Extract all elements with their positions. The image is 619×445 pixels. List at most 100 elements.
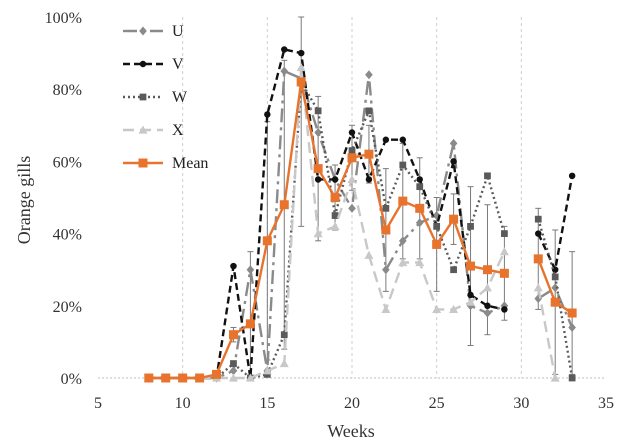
data-point-mean	[482, 265, 492, 275]
data-point-mean	[381, 225, 391, 235]
series-w	[145, 78, 576, 382]
data-point-mean	[279, 200, 289, 210]
data-point-x	[482, 283, 492, 292]
data-point-u	[398, 236, 407, 246]
data-point-w	[399, 161, 407, 169]
data-point-mean	[195, 373, 205, 383]
x-tick-label: 10	[175, 395, 191, 412]
data-point-w	[314, 107, 322, 115]
data-point-mean	[415, 203, 425, 213]
x-tick-label: 35	[598, 395, 614, 412]
legend-marker-u	[139, 26, 147, 36]
data-point-u	[246, 265, 255, 275]
legend-label-v: V	[172, 56, 184, 73]
data-point-v	[484, 302, 491, 310]
series-line-x	[537, 287, 557, 379]
data-point-mean	[398, 196, 408, 206]
data-point-v	[568, 172, 576, 180]
data-point-mean	[466, 261, 476, 271]
data-point-w	[484, 172, 491, 180]
data-point-mean	[245, 319, 255, 329]
data-point-w	[365, 107, 373, 115]
data-point-u	[534, 294, 543, 304]
data-point-mean	[296, 77, 306, 87]
y-tick-label: 100%	[45, 10, 82, 27]
series-line-x	[148, 66, 506, 380]
series-line-v	[148, 48, 505, 380]
data-point-v	[331, 176, 339, 183]
data-point-v	[365, 176, 373, 183]
data-point-u	[348, 203, 356, 213]
legend-label-w: W	[172, 89, 188, 106]
data-point-v	[450, 158, 457, 165]
data-point-v	[264, 111, 271, 118]
data-point-u	[280, 66, 289, 76]
data-point-w	[230, 360, 237, 367]
series-mean	[144, 77, 577, 383]
x-tick-label: 20	[344, 395, 360, 412]
data-point-x	[381, 304, 391, 314]
data-point-mean	[212, 369, 222, 379]
data-point-w	[501, 230, 508, 237]
data-point-u	[382, 265, 390, 275]
data-point-mean	[550, 297, 560, 307]
data-point-v	[314, 176, 322, 183]
y-tick-label: 60%	[53, 154, 82, 171]
series-line-mean	[148, 80, 505, 380]
data-point-w	[450, 266, 457, 274]
x-axis-title: Weeks	[327, 421, 375, 441]
data-point-mean	[330, 193, 340, 202]
data-point-v	[281, 46, 288, 53]
data-point-mean	[313, 164, 323, 174]
data-point-x	[432, 304, 442, 314]
x-tick-label: 15	[259, 395, 275, 412]
legend-label-mean: Mean	[172, 155, 208, 172]
data-point-mean	[228, 330, 238, 340]
data-point-x	[262, 366, 272, 375]
legend-item-mean: Mean	[123, 155, 208, 172]
data-point-v	[230, 262, 237, 270]
data-point-mean	[533, 254, 543, 264]
data-point-x	[279, 359, 289, 368]
data-point-w	[416, 183, 424, 191]
data-point-x	[499, 247, 509, 256]
data-point-u	[551, 283, 560, 293]
data-point-u	[314, 128, 322, 138]
data-point-x	[347, 174, 357, 184]
legend-label-x: X	[172, 122, 184, 139]
data-point-mean	[178, 373, 188, 383]
axis-ticks: 5 10 15 20 25 30 35 0% 20% 40% 60% 80% 100%	[45, 10, 614, 412]
data-point-x	[245, 373, 255, 382]
data-point-u	[415, 218, 424, 228]
data-point-w	[263, 371, 271, 378]
data-point-u	[229, 366, 238, 376]
data-point-x	[466, 297, 476, 306]
data-point-x	[228, 373, 238, 382]
legend-marker-w	[139, 93, 147, 101]
data-point-mean	[347, 153, 357, 163]
y-tick-label: 0%	[61, 371, 82, 388]
legend-item-v: V	[123, 56, 184, 73]
data-point-w	[433, 223, 441, 230]
data-point-mean	[161, 373, 171, 383]
data-point-mean	[449, 214, 459, 224]
data-point-w	[382, 204, 390, 212]
x-tick-label: 25	[429, 395, 445, 412]
y-axis-title: Orange gills	[14, 156, 34, 244]
data-point-u	[483, 308, 492, 318]
data-point-v	[348, 129, 356, 136]
data-point-u	[568, 322, 576, 332]
data-point-v	[297, 49, 305, 57]
series-u	[144, 66, 576, 383]
data-point-mean	[499, 268, 509, 278]
data-point-x	[313, 229, 323, 238]
series-plot	[144, 16, 577, 383]
series-line-w	[148, 80, 506, 380]
legend-item-u: U	[123, 23, 184, 40]
legend-label-u: U	[172, 23, 184, 40]
data-point-x	[415, 257, 425, 267]
legend-item-x: X	[123, 122, 184, 139]
data-point-v	[399, 136, 407, 143]
